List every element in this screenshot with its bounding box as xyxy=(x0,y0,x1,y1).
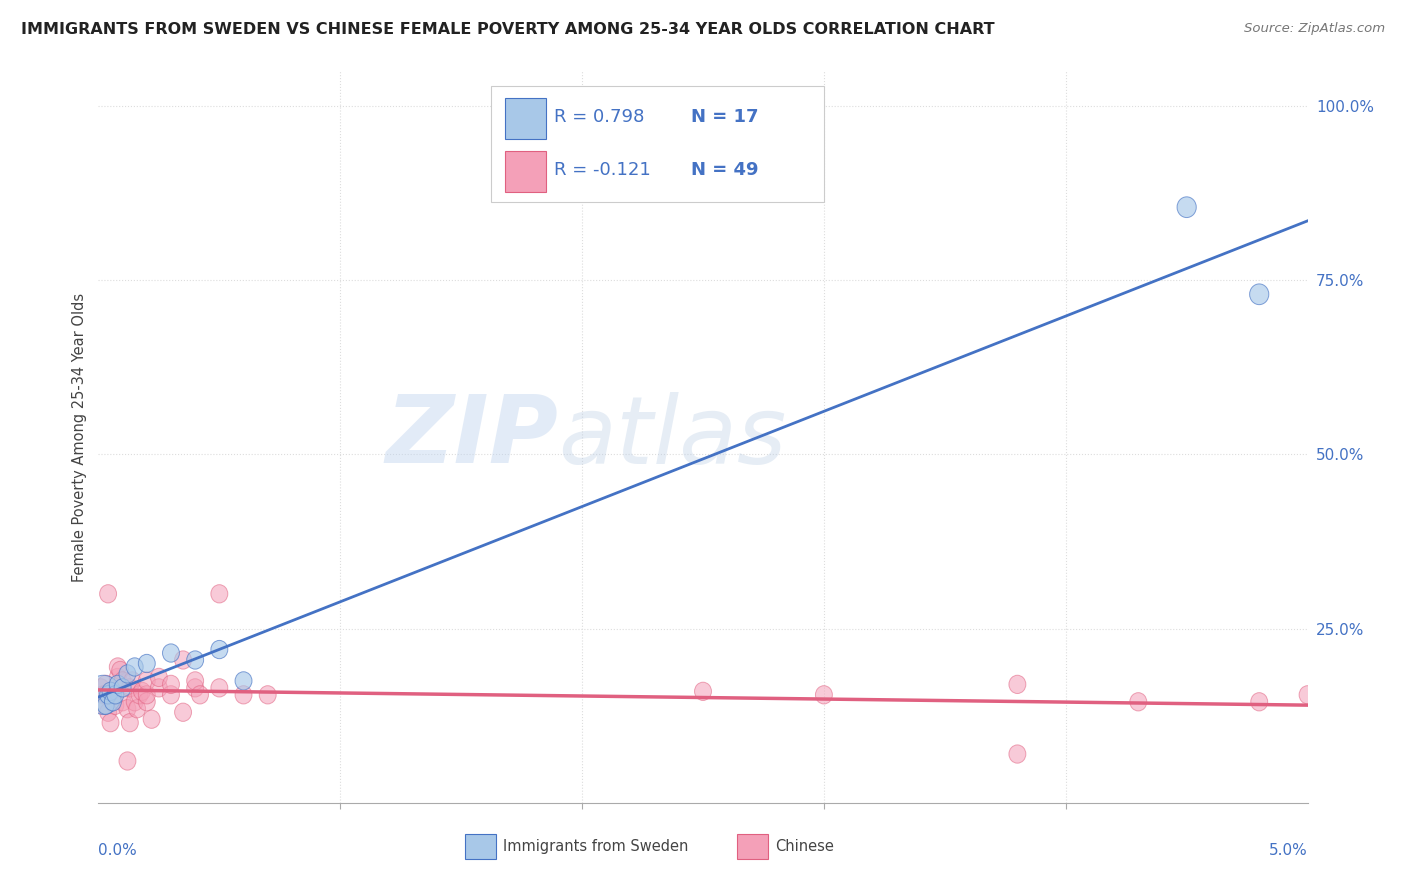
Ellipse shape xyxy=(94,696,111,714)
FancyBboxPatch shape xyxy=(505,98,546,138)
Ellipse shape xyxy=(143,710,160,729)
Ellipse shape xyxy=(94,686,111,704)
Ellipse shape xyxy=(127,657,143,676)
Ellipse shape xyxy=(97,696,114,714)
Ellipse shape xyxy=(103,682,120,700)
Ellipse shape xyxy=(174,651,191,669)
Ellipse shape xyxy=(86,675,121,714)
Ellipse shape xyxy=(121,679,138,697)
Ellipse shape xyxy=(120,699,136,718)
Ellipse shape xyxy=(131,686,148,704)
Ellipse shape xyxy=(211,679,228,697)
Text: ZIP: ZIP xyxy=(385,391,558,483)
FancyBboxPatch shape xyxy=(465,834,496,859)
Ellipse shape xyxy=(104,682,121,700)
Ellipse shape xyxy=(100,584,117,603)
Ellipse shape xyxy=(163,686,180,704)
Text: R = -0.121: R = -0.121 xyxy=(554,161,651,179)
Ellipse shape xyxy=(1250,284,1268,305)
FancyBboxPatch shape xyxy=(737,834,768,859)
FancyBboxPatch shape xyxy=(505,151,546,192)
Ellipse shape xyxy=(187,672,204,690)
Ellipse shape xyxy=(138,672,155,690)
Ellipse shape xyxy=(815,686,832,704)
Ellipse shape xyxy=(150,668,167,687)
Ellipse shape xyxy=(104,686,121,704)
Text: Source: ZipAtlas.com: Source: ZipAtlas.com xyxy=(1244,22,1385,36)
Ellipse shape xyxy=(1010,745,1026,764)
Ellipse shape xyxy=(1177,197,1197,218)
Ellipse shape xyxy=(107,696,124,714)
Ellipse shape xyxy=(127,693,143,711)
Text: IMMIGRANTS FROM SWEDEN VS CHINESE FEMALE POVERTY AMONG 25-34 YEAR OLDS CORRELATI: IMMIGRANTS FROM SWEDEN VS CHINESE FEMALE… xyxy=(21,22,994,37)
Ellipse shape xyxy=(235,672,252,690)
Ellipse shape xyxy=(163,644,180,662)
Ellipse shape xyxy=(1299,686,1316,704)
Ellipse shape xyxy=(114,672,131,690)
Ellipse shape xyxy=(111,661,129,680)
Ellipse shape xyxy=(100,703,117,722)
Ellipse shape xyxy=(110,668,127,687)
Ellipse shape xyxy=(191,686,208,704)
Ellipse shape xyxy=(174,703,191,722)
Text: R = 0.798: R = 0.798 xyxy=(554,109,644,127)
Ellipse shape xyxy=(124,672,141,690)
Ellipse shape xyxy=(138,686,155,704)
Ellipse shape xyxy=(129,699,146,718)
Ellipse shape xyxy=(1251,693,1268,711)
Ellipse shape xyxy=(120,665,136,683)
Y-axis label: Female Poverty Among 25-34 Year Olds: Female Poverty Among 25-34 Year Olds xyxy=(72,293,87,582)
Ellipse shape xyxy=(1130,693,1147,711)
Ellipse shape xyxy=(163,675,180,693)
Ellipse shape xyxy=(138,693,155,711)
Text: N = 17: N = 17 xyxy=(690,109,758,127)
FancyBboxPatch shape xyxy=(492,86,824,202)
Ellipse shape xyxy=(211,584,228,603)
Ellipse shape xyxy=(103,714,120,731)
Ellipse shape xyxy=(114,693,131,711)
Text: atlas: atlas xyxy=(558,392,786,483)
Ellipse shape xyxy=(695,682,711,700)
Ellipse shape xyxy=(114,679,131,697)
Ellipse shape xyxy=(100,686,117,704)
Ellipse shape xyxy=(104,693,121,711)
Ellipse shape xyxy=(107,686,124,704)
Ellipse shape xyxy=(97,686,114,704)
Ellipse shape xyxy=(211,640,228,658)
Text: Chinese: Chinese xyxy=(776,839,834,855)
Ellipse shape xyxy=(138,655,155,673)
Text: N = 49: N = 49 xyxy=(690,161,758,179)
Text: Immigrants from Sweden: Immigrants from Sweden xyxy=(503,839,689,855)
Ellipse shape xyxy=(97,675,114,693)
Ellipse shape xyxy=(134,682,150,700)
Ellipse shape xyxy=(235,686,252,704)
Ellipse shape xyxy=(120,752,136,770)
Ellipse shape xyxy=(150,679,167,697)
Ellipse shape xyxy=(93,679,110,697)
Ellipse shape xyxy=(259,686,276,704)
Text: 0.0%: 0.0% xyxy=(98,843,138,858)
Ellipse shape xyxy=(187,679,204,697)
Ellipse shape xyxy=(110,675,127,693)
Text: 5.0%: 5.0% xyxy=(1268,843,1308,858)
Ellipse shape xyxy=(1010,675,1026,693)
Ellipse shape xyxy=(121,714,138,731)
Ellipse shape xyxy=(187,651,204,669)
Ellipse shape xyxy=(110,657,127,676)
